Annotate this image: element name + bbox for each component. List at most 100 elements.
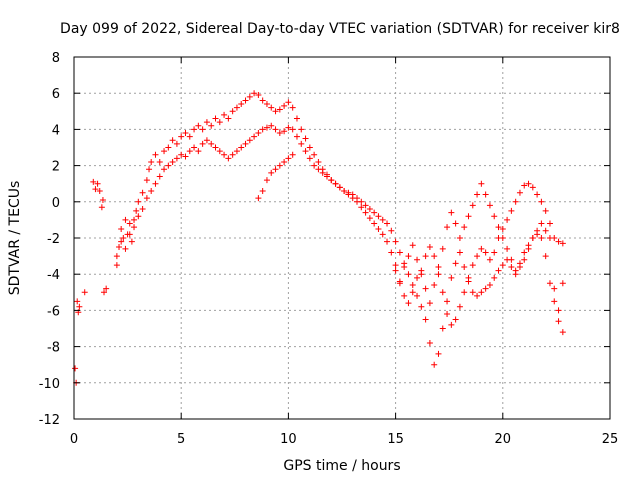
data-point — [491, 213, 498, 220]
data-point — [118, 225, 125, 232]
data-point — [229, 151, 236, 158]
data-point — [246, 137, 253, 144]
data-point — [81, 289, 88, 296]
data-point — [414, 256, 421, 263]
data-point — [263, 177, 270, 184]
data-point — [323, 173, 330, 180]
data-point — [512, 198, 519, 205]
data-point — [293, 115, 300, 122]
data-point — [508, 263, 515, 270]
data-point — [315, 158, 322, 165]
data-point — [92, 186, 99, 193]
data-point — [546, 235, 553, 241]
data-point — [392, 267, 399, 274]
data-point — [465, 278, 472, 285]
data-point — [225, 155, 232, 162]
data-point — [525, 180, 532, 187]
data-point — [182, 153, 189, 160]
data-point — [405, 253, 412, 260]
data-point — [431, 282, 438, 289]
data-point — [444, 224, 451, 231]
data-point — [285, 99, 292, 106]
data-point — [396, 278, 403, 285]
data-point — [113, 262, 120, 269]
data-point — [431, 361, 438, 368]
data-point — [225, 115, 232, 122]
data-point — [259, 97, 266, 104]
data-point — [135, 198, 142, 205]
data-point — [469, 262, 476, 269]
data-point — [384, 220, 391, 227]
data-point — [538, 220, 545, 227]
data-point — [103, 285, 110, 292]
data-point — [131, 216, 138, 223]
data-point — [289, 104, 296, 111]
data-point — [551, 285, 558, 292]
data-point — [255, 195, 262, 202]
series-track-c — [255, 151, 566, 336]
data-point — [143, 177, 150, 184]
data-point — [362, 202, 369, 209]
data-point — [495, 267, 502, 274]
data-point — [289, 126, 296, 133]
x-axis-label: GPS time / hours — [283, 458, 400, 474]
data-point — [191, 144, 198, 151]
data-point — [133, 207, 140, 214]
data-point — [555, 238, 562, 245]
y-tick-label: 2 — [52, 160, 60, 175]
data-point — [444, 298, 451, 305]
data-point — [456, 303, 463, 310]
data-point — [146, 166, 153, 173]
data-point — [276, 162, 283, 169]
data-point — [195, 148, 202, 155]
data-point — [203, 119, 210, 126]
data-point — [165, 162, 172, 169]
data-point — [516, 189, 523, 196]
data-point — [336, 184, 343, 191]
data-point — [148, 187, 155, 194]
data-point — [229, 108, 236, 115]
data-point — [422, 316, 429, 323]
data-point — [186, 148, 193, 155]
data-point — [238, 101, 245, 108]
data-point — [486, 282, 493, 289]
data-point — [156, 173, 163, 180]
data-point — [529, 235, 536, 241]
data-point — [148, 158, 155, 165]
data-point — [384, 238, 391, 245]
data-point — [302, 135, 309, 142]
grid-lines — [74, 57, 610, 419]
data-point — [504, 216, 511, 223]
data-point — [435, 271, 442, 278]
data-point — [478, 289, 485, 296]
data-point — [414, 292, 421, 299]
data-point — [546, 280, 553, 287]
data-point — [521, 256, 528, 263]
data-point — [94, 180, 101, 187]
data-point — [426, 244, 433, 251]
x-tick-label: 15 — [387, 432, 404, 447]
x-tick-label: 5 — [177, 432, 185, 447]
data-point — [486, 256, 493, 263]
data-point — [542, 207, 549, 214]
data-point — [555, 307, 562, 314]
data-point — [259, 187, 266, 194]
data-point — [538, 235, 545, 241]
data-point — [281, 158, 288, 165]
data-point — [272, 126, 279, 133]
data-point — [469, 289, 476, 296]
data-point — [529, 184, 536, 191]
data-point — [491, 249, 498, 256]
data-point — [366, 215, 373, 222]
data-point — [246, 93, 253, 100]
data-point — [74, 298, 81, 305]
data-point — [233, 104, 240, 111]
data-point — [173, 140, 180, 147]
data-point — [439, 289, 446, 296]
data-point — [409, 289, 416, 296]
data-point — [405, 271, 412, 278]
data-point — [306, 144, 313, 151]
data-point — [152, 151, 159, 158]
data-point — [461, 289, 468, 296]
data-point — [216, 148, 223, 155]
